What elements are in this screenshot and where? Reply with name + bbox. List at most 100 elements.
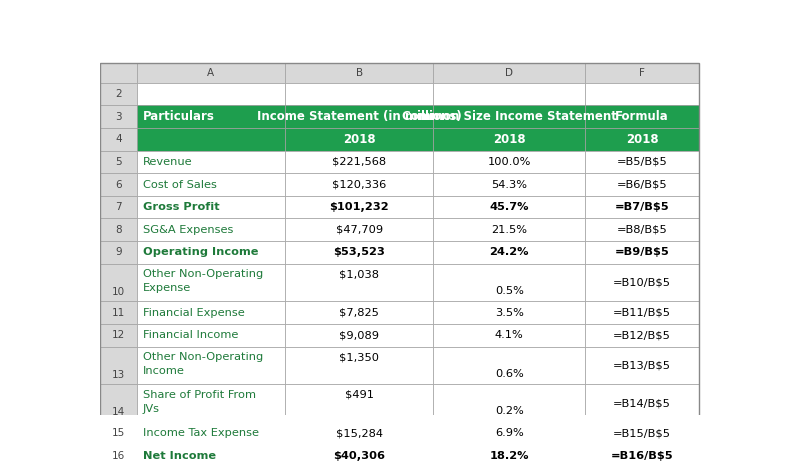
Text: Revenue: Revenue <box>143 157 192 167</box>
Bar <box>137 324 284 347</box>
Bar <box>137 83 284 105</box>
Text: $47,709: $47,709 <box>335 225 382 235</box>
Text: Income Statement (in millions): Income Statement (in millions) <box>256 110 461 123</box>
Bar <box>284 151 433 173</box>
Text: Share of Profit From: Share of Profit From <box>143 390 255 400</box>
Bar <box>100 384 137 422</box>
Bar <box>100 324 137 347</box>
Text: 0.6%: 0.6% <box>495 369 523 379</box>
Text: Gross Profit: Gross Profit <box>143 202 219 212</box>
Text: Operating Income: Operating Income <box>143 247 258 257</box>
Bar <box>284 422 433 445</box>
Bar <box>433 151 585 173</box>
Text: 10: 10 <box>112 287 125 297</box>
Bar <box>433 83 585 105</box>
Text: Expense: Expense <box>143 283 191 293</box>
Text: Financial Income: Financial Income <box>143 330 238 340</box>
Text: 15: 15 <box>112 428 125 438</box>
Bar <box>433 241 585 264</box>
Bar <box>137 63 284 83</box>
Bar <box>433 347 585 384</box>
Bar <box>284 347 433 384</box>
Text: $101,232: $101,232 <box>329 202 389 212</box>
Bar <box>137 347 284 384</box>
Text: D: D <box>504 68 512 78</box>
Bar <box>585 83 698 105</box>
Text: 9: 9 <box>115 247 122 257</box>
Bar <box>585 302 698 324</box>
Text: =B9/B$5: =B9/B$5 <box>613 247 669 257</box>
Bar <box>100 347 137 384</box>
Bar <box>100 63 137 83</box>
Bar <box>433 128 585 151</box>
Bar <box>100 151 137 173</box>
Text: =B10/B$5: =B10/B$5 <box>612 278 671 288</box>
Text: 3: 3 <box>115 112 122 122</box>
Bar <box>585 445 698 466</box>
Bar <box>585 219 698 241</box>
Text: =B11/B$5: =B11/B$5 <box>612 308 671 318</box>
Text: 8: 8 <box>115 225 122 235</box>
Text: $15,284: $15,284 <box>335 428 382 438</box>
Text: 24.2%: 24.2% <box>489 247 528 257</box>
Text: $53,523: $53,523 <box>332 247 385 257</box>
Bar <box>137 219 284 241</box>
Text: Formula: Formula <box>614 110 668 123</box>
Bar <box>100 105 137 128</box>
Text: SG&A Expenses: SG&A Expenses <box>143 225 233 235</box>
Text: =B6/B$5: =B6/B$5 <box>616 179 666 190</box>
Bar <box>137 105 284 128</box>
Text: Income Tax Expense: Income Tax Expense <box>143 428 259 438</box>
Text: $120,336: $120,336 <box>332 179 385 190</box>
Bar <box>284 219 433 241</box>
Text: $491: $491 <box>344 390 373 400</box>
Text: =B8/B$5: =B8/B$5 <box>616 225 666 235</box>
Bar <box>284 324 433 347</box>
Text: =B7/B$5: =B7/B$5 <box>614 202 668 212</box>
Bar <box>585 105 698 128</box>
Bar <box>137 445 284 466</box>
Text: 4: 4 <box>115 134 122 144</box>
Text: Other Non-Operating: Other Non-Operating <box>143 352 263 362</box>
Text: 12: 12 <box>112 330 125 340</box>
Bar <box>100 219 137 241</box>
Text: 16: 16 <box>112 451 125 461</box>
Bar <box>284 241 433 264</box>
Text: Income: Income <box>143 366 185 376</box>
Text: A: A <box>207 68 214 78</box>
Text: 54.3%: 54.3% <box>491 179 527 190</box>
Text: 18.2%: 18.2% <box>489 451 528 461</box>
Bar <box>433 264 585 302</box>
Bar <box>100 264 137 302</box>
Bar <box>284 173 433 196</box>
Bar <box>284 196 433 219</box>
Text: $40,306: $40,306 <box>332 451 385 461</box>
Text: Common Size Income Statement: Common Size Income Statement <box>402 110 616 123</box>
Bar <box>100 422 137 445</box>
Bar <box>100 83 137 105</box>
Bar <box>585 422 698 445</box>
Bar <box>100 241 137 264</box>
Bar <box>100 302 137 324</box>
Text: B: B <box>355 68 362 78</box>
Text: 0.5%: 0.5% <box>494 286 523 296</box>
Bar <box>284 83 433 105</box>
Text: 2018: 2018 <box>492 133 525 146</box>
Text: JVs: JVs <box>143 404 160 414</box>
Bar <box>284 384 433 422</box>
Text: Cost of Sales: Cost of Sales <box>143 179 217 190</box>
Text: Particulars: Particulars <box>143 110 214 123</box>
Bar <box>100 196 137 219</box>
Bar <box>284 445 433 466</box>
Bar <box>137 241 284 264</box>
Text: $9,089: $9,089 <box>339 330 379 340</box>
Bar <box>100 128 137 151</box>
Bar <box>433 302 585 324</box>
Bar <box>284 302 433 324</box>
Bar <box>585 384 698 422</box>
Bar <box>137 128 284 151</box>
Text: 11: 11 <box>112 308 125 318</box>
Bar <box>585 324 698 347</box>
Bar <box>433 196 585 219</box>
Bar <box>284 264 433 302</box>
